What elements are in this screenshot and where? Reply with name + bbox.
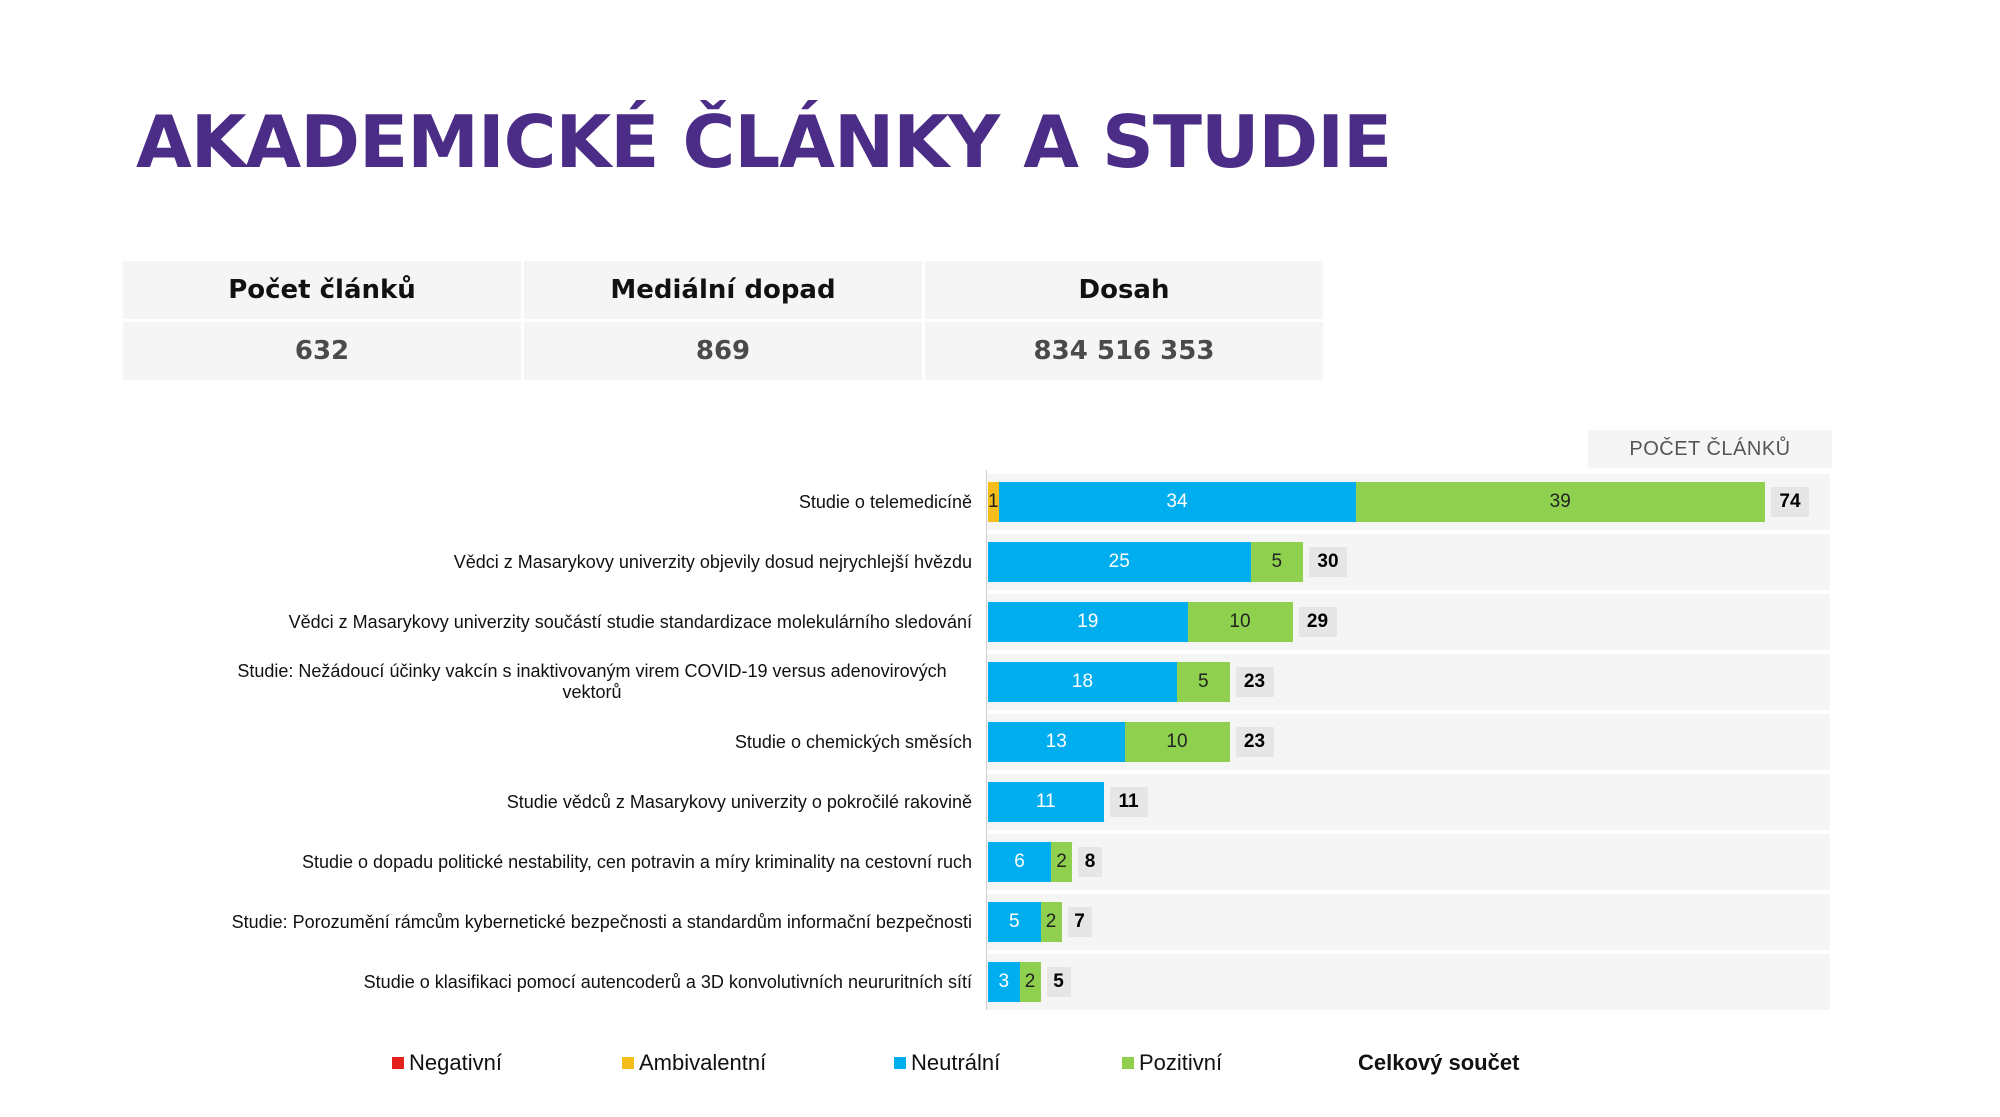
chart-legend: Negativní Ambivalentní Neutrální Pozitiv… [0, 1050, 2000, 1082]
legend-item-positive: Pozitivní [1122, 1050, 1222, 1076]
page-title: AKADEMICKÉ ČLÁNKY A STUDIE [136, 100, 1392, 184]
category-label-text: Studie: Porozumění rámcům kybernetické b… [231, 911, 972, 932]
bar-segment-positive: 10 [1187, 602, 1293, 642]
category-label-text: Studie o klasifikaci pomocí autencoderů … [363, 971, 972, 992]
category-label-text: Vědci z Masarykovy univerzity objevily d… [453, 551, 972, 572]
chart-axis-line [986, 470, 987, 1010]
category-label-text: Vědci z Masarykovy univerzity součástí s… [288, 611, 972, 632]
bar-total-label: 11 [1109, 787, 1148, 817]
bar-total-label: 23 [1235, 727, 1274, 757]
bar-segment-neutral: 13 [988, 722, 1125, 762]
legend-swatch-ambivalent [622, 1057, 634, 1069]
chart-row-background [986, 834, 1830, 890]
bar-segment-neutral: 5 [988, 902, 1041, 942]
category-label-text: Studie o dopadu politické nestability, c… [302, 851, 972, 872]
bar-segment-neutral: 11 [988, 782, 1104, 822]
legend-item-neutral: Neutrální [894, 1050, 1000, 1076]
category-label-text: Studie: Nežádoucí účinky vakcín s inakti… [237, 661, 947, 702]
legend-swatch-positive [1122, 1057, 1134, 1069]
category-label-text: Studie o chemických směsích [734, 731, 972, 752]
stats-value-articles: 632 [123, 322, 521, 380]
chart-row-background [986, 894, 1830, 950]
legend-swatch-negative [392, 1057, 404, 1069]
legend-item-ambivalent: Ambivalentní [622, 1050, 766, 1076]
category-label-text: Studie o telemedicíně [798, 491, 972, 512]
bar-segment-positive: 2 [1051, 842, 1072, 882]
category-label: Studie o klasifikaci pomocí autencoderů … [212, 954, 972, 1010]
legend-label-ambivalent: Ambivalentní [639, 1050, 767, 1075]
stats-header-reach: Dosah [925, 261, 1323, 319]
bar-segment-positive: 5 [1250, 542, 1303, 582]
bar-segment-positive: 2 [1040, 902, 1062, 942]
legend-label-total: Celkový součet [1358, 1050, 1520, 1075]
bar-total-label: 23 [1235, 667, 1274, 697]
stats-value-reach: 834 516 353 [925, 322, 1323, 380]
category-label: Studie vědců z Masarykovy univerzity o p… [212, 774, 972, 830]
bar-total-label: 30 [1309, 547, 1347, 577]
category-label: Studie o telemedicíně [212, 474, 972, 530]
bar-total-label: 8 [1078, 847, 1102, 877]
bar-segment-neutral: 19 [988, 602, 1188, 642]
category-label: Vědci z Masarykovy univerzity objevily d… [212, 534, 972, 590]
bar-segment-neutral: 25 [988, 542, 1251, 582]
stats-value-media-impact: 869 [524, 322, 922, 380]
category-label: Studie: Nežádoucí účinky vakcín s inakti… [212, 654, 972, 710]
category-label-text: Studie vědců z Masarykovy univerzity o p… [506, 791, 972, 812]
bar-total-label: 7 [1067, 907, 1092, 937]
bar-segment-positive: 5 [1177, 662, 1230, 702]
stats-header-articles: Počet článků [123, 261, 521, 319]
chart-column-header: POČET ČLÁNKŮ [1588, 430, 1832, 468]
category-label: Studie o dopadu politické nestability, c… [212, 834, 972, 890]
stats-table: Počet článků Mediální dopad Dosah 632 86… [123, 261, 1323, 380]
legend-swatch-neutral [894, 1057, 906, 1069]
bar-total-label: 29 [1298, 607, 1337, 637]
bar-total-label: 74 [1771, 487, 1809, 517]
category-label: Studie o chemických směsích [212, 714, 972, 770]
bar-segment-neutral: 6 [988, 842, 1051, 882]
legend-item-negative: Negativní [392, 1050, 502, 1076]
legend-label-positive: Pozitivní [1139, 1050, 1223, 1075]
bar-segment-positive: 10 [1124, 722, 1230, 762]
bar-segment-neutral: 3 [988, 962, 1020, 1002]
legend-label-negative: Negativní [409, 1050, 502, 1075]
category-label: Vědci z Masarykovy univerzity součástí s… [212, 594, 972, 650]
bar-segment-neutral: 18 [988, 662, 1177, 702]
legend-item-total: Celkový součet [1358, 1050, 1519, 1076]
bar-segment-ambivalent: 1 [988, 482, 999, 522]
bar-total-label: 5 [1046, 967, 1071, 997]
bar-segment-neutral: 34 [998, 482, 1356, 522]
bar-segment-positive: 39 [1355, 482, 1765, 522]
bar-segment-positive: 2 [1019, 962, 1041, 1002]
chart-row-background [986, 954, 1830, 1010]
category-label: Studie: Porozumění rámcům kybernetické b… [212, 894, 972, 950]
legend-label-neutral: Neutrální [911, 1050, 1001, 1075]
stats-header-media-impact: Mediální dopad [524, 261, 922, 319]
